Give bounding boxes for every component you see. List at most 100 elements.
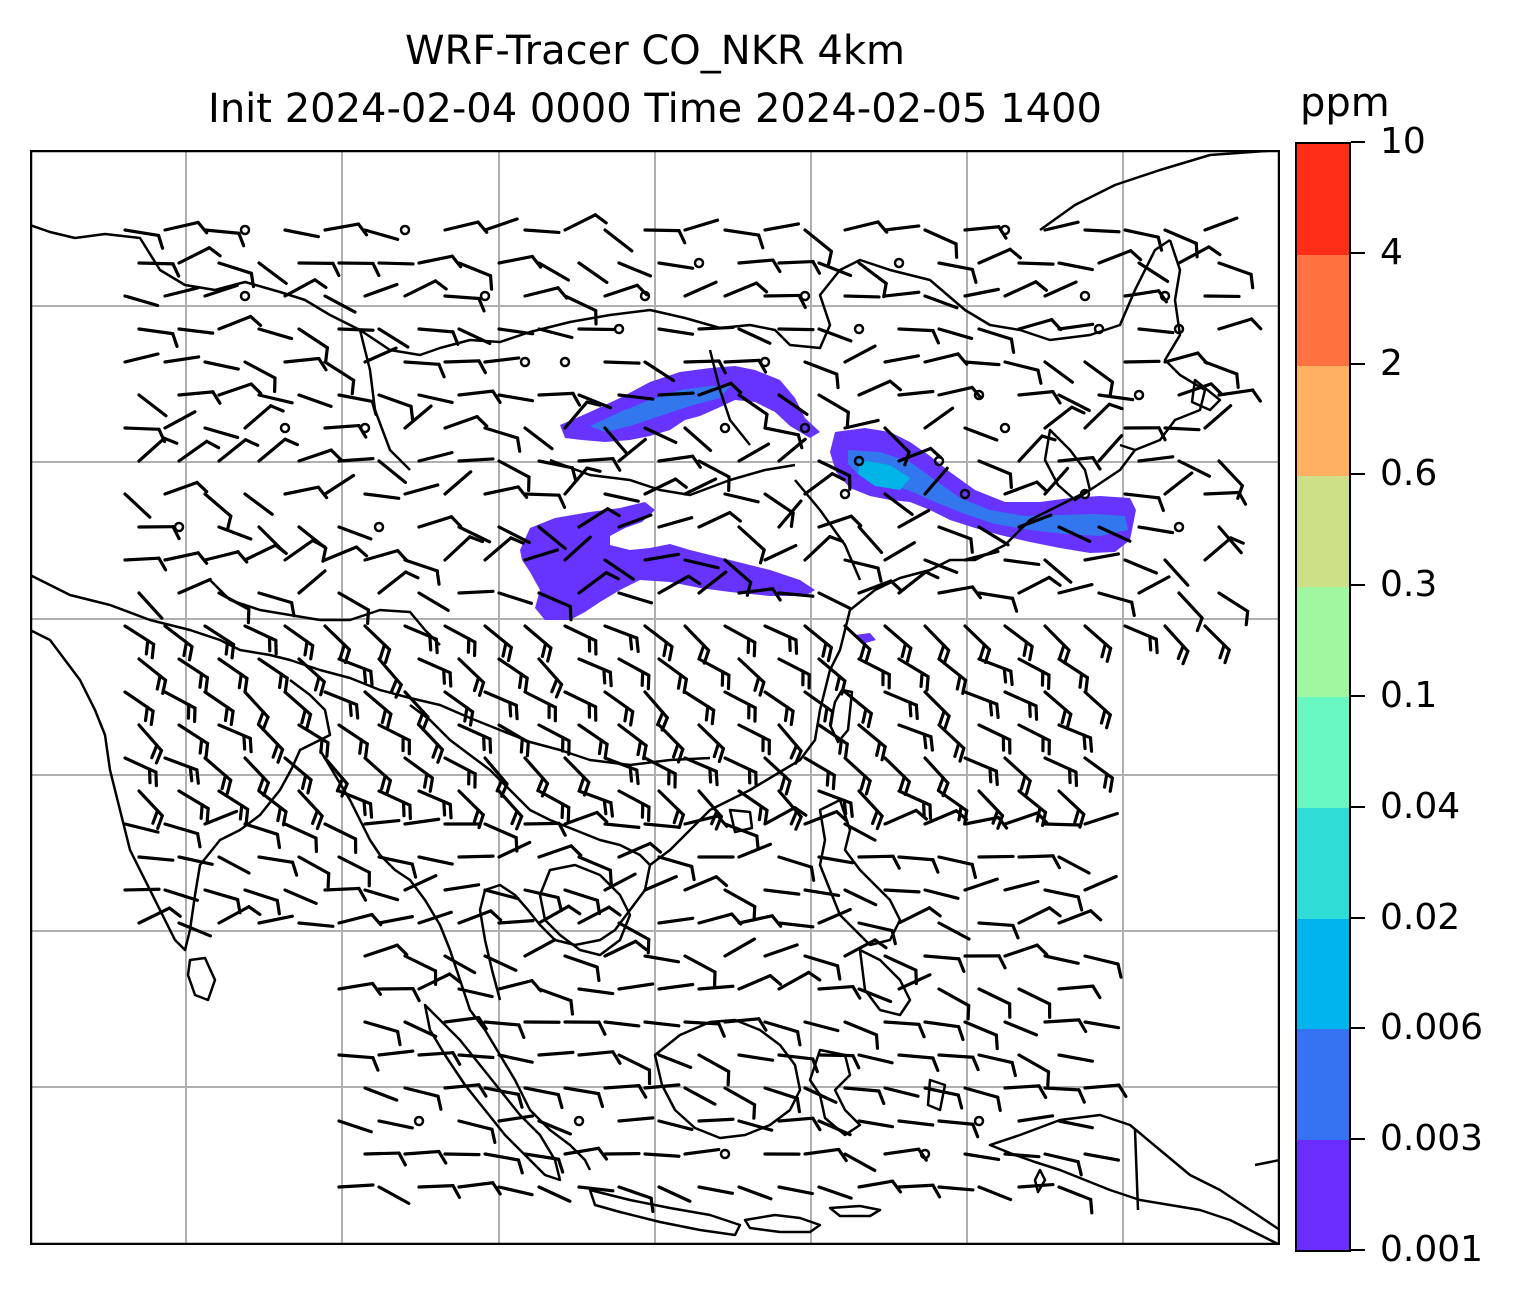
colorbar-tick	[1351, 805, 1365, 808]
wind-barb	[523, 888, 563, 913]
wind-barb	[963, 360, 1001, 367]
wind-barb	[403, 624, 439, 655]
wind-barb	[897, 723, 935, 752]
wind-barb	[657, 723, 685, 764]
wind-barb	[297, 921, 335, 928]
wind-barb	[537, 844, 583, 859]
wind-barb	[803, 756, 836, 791]
wind-barb	[857, 854, 901, 870]
wind-barb	[1057, 525, 1092, 543]
wind-barb	[897, 789, 933, 820]
wind-barb	[1203, 624, 1231, 665]
wind-barb	[1003, 1020, 1039, 1037]
wind-barb	[403, 817, 441, 826]
wind-barb	[337, 855, 371, 888]
calm-wind-circle	[893, 257, 905, 269]
wind-barb	[763, 888, 801, 896]
wind-barb	[137, 591, 164, 620]
calm-wind-circle	[1093, 323, 1105, 335]
wind-barb	[803, 954, 842, 981]
wind-barb	[217, 438, 260, 463]
wind-barb	[843, 558, 883, 583]
colorbar-unit: ppm	[1300, 80, 1390, 126]
wind-barb	[897, 855, 940, 874]
calm-wind-circle	[239, 224, 251, 236]
wind-barb	[403, 483, 440, 496]
tracer-plume-core	[590, 386, 730, 432]
wind-barb	[377, 261, 415, 266]
wind-barb	[963, 756, 999, 787]
wind-barb	[803, 810, 849, 826]
colorbar-tick	[1351, 362, 1365, 365]
tracer-plume-peak	[858, 460, 910, 490]
wind-barb	[617, 437, 647, 463]
wind-barb	[537, 261, 571, 282]
wind-barb	[817, 591, 852, 610]
wind-barb	[897, 973, 932, 991]
wind-barb	[1043, 888, 1084, 912]
wind-barb	[323, 690, 360, 720]
wind-barb	[923, 690, 951, 731]
colorbar-tick	[1351, 695, 1365, 697]
wind-barb	[1017, 434, 1057, 463]
wind-barb	[923, 624, 951, 665]
wind-barb	[377, 915, 414, 925]
wind-barb	[883, 541, 916, 562]
wind-barb	[363, 888, 400, 902]
wind-barb	[163, 480, 209, 496]
wind-barb	[537, 1185, 572, 1203]
wind-barb	[923, 1020, 965, 1042]
colorbar-segment	[1297, 807, 1349, 919]
wind-barb	[803, 690, 835, 727]
wind-barb	[937, 261, 978, 285]
calm-wind-circle	[1079, 488, 1091, 500]
wind-barb	[497, 591, 533, 605]
wind-barb	[1083, 1020, 1121, 1030]
wind-barb	[457, 327, 492, 346]
wind-barb	[697, 1117, 735, 1123]
wind-barb	[497, 840, 532, 859]
wind-barb	[457, 1119, 497, 1145]
wind-barb	[337, 591, 371, 625]
tracer-plumes	[520, 366, 1136, 644]
wind-barb	[203, 360, 240, 371]
wind-barb	[483, 624, 513, 663]
wind-barb	[923, 406, 955, 430]
wind-barb	[737, 657, 766, 697]
map-subtitle: Init 2024-02-04 0000 Time 2024-02-05 140…	[208, 86, 1102, 132]
wind-barb	[563, 1020, 607, 1036]
coastline	[926, 1078, 947, 1112]
wind-barb	[163, 822, 202, 849]
wind-barb	[163, 624, 194, 662]
wind-barb	[657, 1185, 692, 1203]
wind-barb	[1017, 854, 1061, 870]
wind-barb	[443, 1152, 481, 1157]
calm-wind-circle	[173, 521, 185, 533]
wind-barb	[243, 888, 281, 916]
wind-barb	[683, 426, 713, 453]
wind-barb	[697, 723, 725, 764]
wind-barb	[857, 657, 891, 690]
wind-barb	[123, 294, 160, 308]
wind-barb	[963, 1020, 999, 1051]
wind-barb	[1097, 393, 1135, 402]
wind-barb	[963, 877, 999, 892]
wind-barb	[497, 254, 543, 269]
wind-barb	[817, 1119, 852, 1137]
wind-barb	[1097, 525, 1132, 543]
wind-barb	[403, 558, 441, 586]
colorbar-tick-label: 0.3	[1380, 564, 1438, 606]
wind-barb	[257, 914, 294, 925]
wind-barb	[817, 789, 854, 818]
wind-barb	[257, 393, 294, 405]
wind-barb	[443, 883, 481, 892]
wind-barb	[777, 855, 816, 882]
wind-barb	[1083, 954, 1123, 979]
wind-barb	[123, 822, 160, 834]
colorbar-segment	[1297, 144, 1349, 256]
wind-barb	[177, 439, 221, 463]
wind-barb	[883, 1020, 926, 1039]
wind-barb	[937, 1185, 975, 1192]
wind-barb	[683, 218, 720, 232]
calm-wind-circle	[759, 356, 771, 368]
